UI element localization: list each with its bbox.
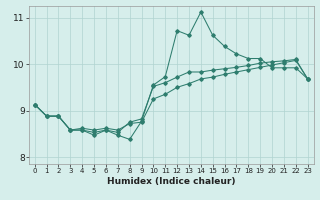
X-axis label: Humidex (Indice chaleur): Humidex (Indice chaleur): [107, 177, 236, 186]
